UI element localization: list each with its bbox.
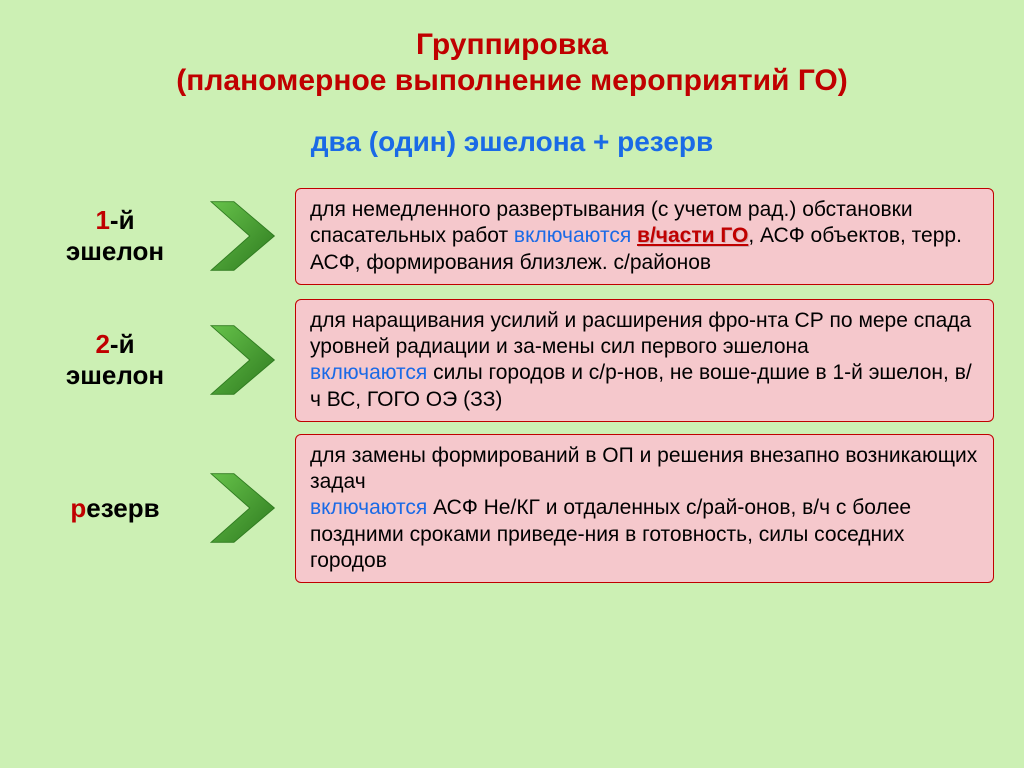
- arrow-col: [200, 196, 295, 276]
- label-line-2: эшелон: [30, 236, 200, 267]
- arrow-icon: [204, 468, 292, 548]
- title-line-1: Группировка: [0, 28, 1024, 62]
- desc-text-pre: для наращивания усилий и расширения фро-…: [310, 309, 977, 358]
- arrow-col: [200, 320, 295, 400]
- title-line-2: (планомерное выполнение мероприятий ГО): [0, 64, 1024, 98]
- label-first-letter: 1: [95, 205, 109, 235]
- desc-keyword-red: в/части ГО: [637, 224, 748, 247]
- arrow-icon: [204, 320, 292, 400]
- echelon-row: резерв для замены формирований в ОП и ре…: [0, 434, 1024, 583]
- echelon-label: 2-йэшелон: [30, 329, 200, 391]
- label-first-letter: 2: [95, 329, 109, 359]
- label-line-1: 2-й: [30, 329, 200, 360]
- echelon-description: для наращивания усилий и расширения фро-…: [295, 299, 994, 422]
- echelon-rows: 1-йэшелон для немедленного развертывания…: [0, 188, 1024, 583]
- subtitle: два (один) эшелона + резерв: [0, 126, 1024, 158]
- label-line-1: 1-й: [30, 205, 200, 236]
- echelon-description: для замены формирований в ОП и решения в…: [295, 434, 994, 583]
- label-line-2: эшелон: [30, 360, 200, 391]
- slide-content: Группировка (планомерное выполнение меро…: [0, 0, 1024, 768]
- desc-keyword-blue: включаются: [514, 224, 637, 247]
- desc-keyword-blue: включаются: [310, 496, 433, 519]
- label-line-1: резерв: [30, 493, 200, 524]
- arrow-icon: [204, 196, 292, 276]
- desc-text-pre: для замены формирований в ОП и решения в…: [310, 444, 983, 493]
- label-rest: езерв: [86, 493, 159, 523]
- title-block: Группировка (планомерное выполнение меро…: [0, 0, 1024, 98]
- echelon-label: 1-йэшелон: [30, 205, 200, 267]
- echelon-row: 1-йэшелон для немедленного развертывания…: [0, 188, 1024, 285]
- arrow-col: [200, 468, 295, 548]
- desc-keyword-blue: включаются: [310, 361, 433, 384]
- label-rest: -й: [110, 205, 135, 235]
- label-first-letter: р: [70, 493, 86, 523]
- echelon-label: резерв: [30, 493, 200, 524]
- echelon-row: 2-йэшелон для наращивания усилий и расши…: [0, 299, 1024, 422]
- label-rest: -й: [110, 329, 135, 359]
- echelon-description: для немедленного развертывания (с учетом…: [295, 188, 994, 285]
